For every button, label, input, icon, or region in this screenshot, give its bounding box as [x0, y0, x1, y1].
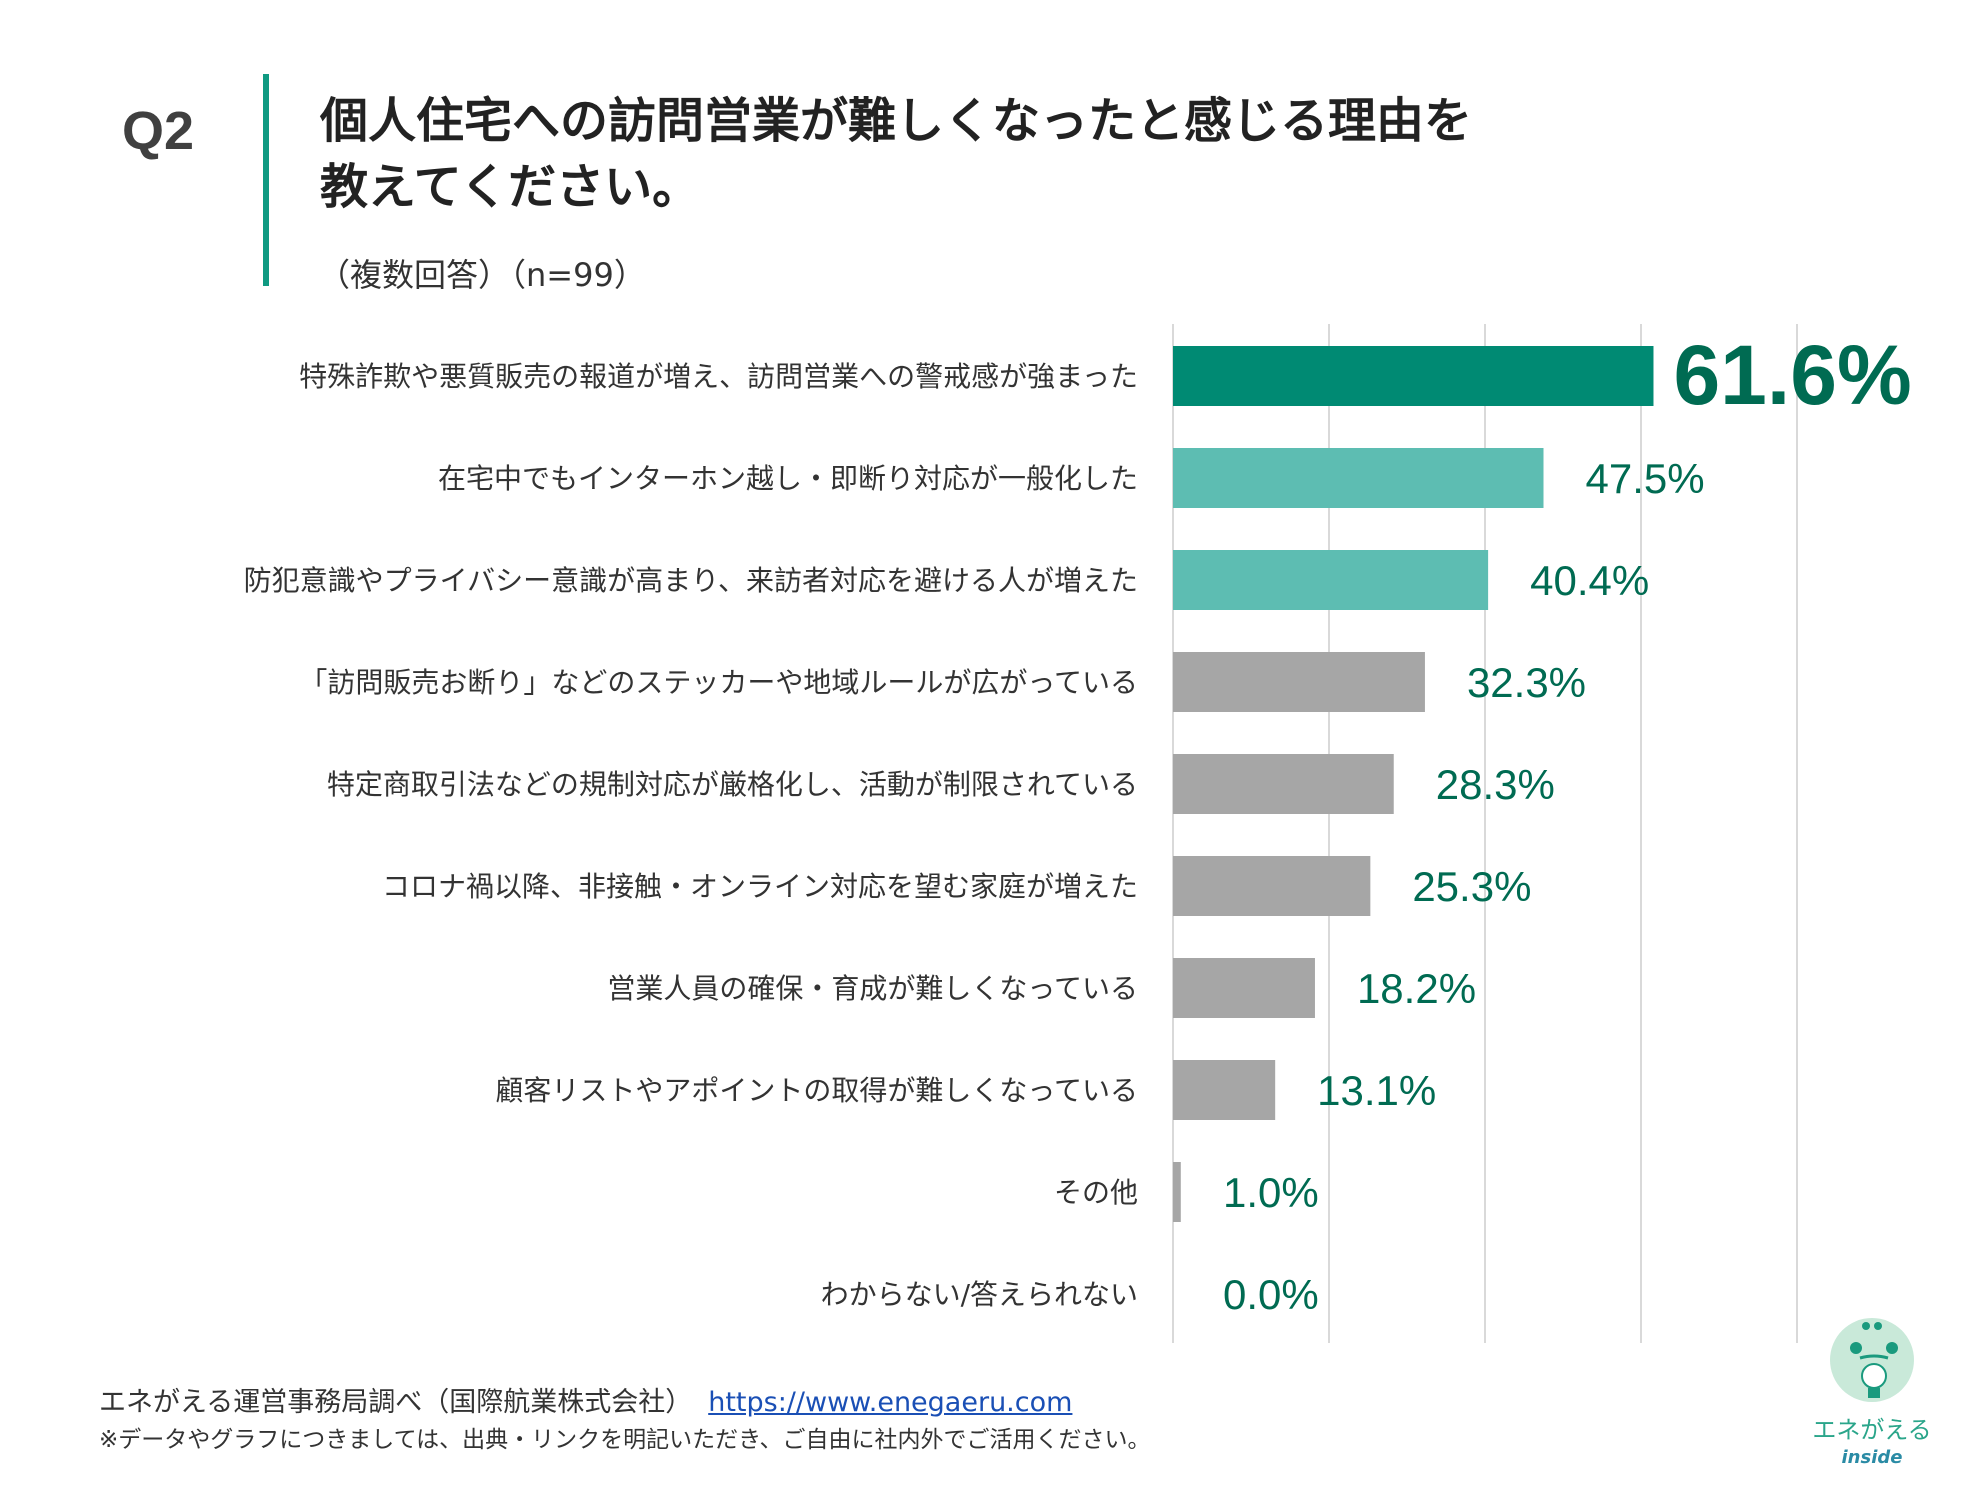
question-number: Q2 — [122, 101, 195, 161]
category-label: 特定商取引法などの規制対応が厳格化し、活動が制限されている — [327, 768, 1138, 801]
value-label: 61.6% — [1673, 328, 1911, 422]
category-label: コロナ禍以降、非接触・オンライン対応を望む家庭が増えた — [382, 870, 1138, 903]
bar — [1173, 1060, 1276, 1120]
source-note: エネがえる運営事務局調べ（国際航業株式会社） https://www.enegae… — [99, 1380, 1072, 1419]
category-label: 「訪問販売お断り」などのステッカーや地域ルールが広がっている — [299, 666, 1138, 699]
value-label: 40.4% — [1530, 557, 1649, 604]
value-label: 47.5% — [1586, 455, 1705, 502]
value-label: 18.2% — [1357, 965, 1476, 1012]
category-label: 営業人員の確保・育成が難しくなっている — [607, 972, 1138, 1005]
bar — [1173, 550, 1489, 610]
category-label: わからない/答えられない — [821, 1278, 1138, 1311]
category-label: 特殊詐欺や悪質販売の報道が増え、訪問営業への警戒感が強まった — [299, 360, 1138, 393]
category-label: 顧客リストやアポイントの取得が難しくなっている — [495, 1074, 1138, 1107]
bar — [1173, 346, 1654, 406]
usage-note: ※データやグラフにつきましては、出典・リンクを明記いただき、ご自由に社内外でご活… — [99, 1427, 1151, 1453]
source-text: エネがえる運営事務局調べ（国際航業株式会社） — [99, 1387, 693, 1418]
source-link[interactable]: https://www.enegaeru.com — [708, 1387, 1073, 1418]
title-line-1: 個人住宅への訪問営業が難しくなったと感じる理由を — [320, 93, 1473, 149]
bar — [1173, 652, 1425, 712]
value-label: 1.0% — [1223, 1169, 1319, 1216]
logo-text: エネがえる — [1812, 1416, 1931, 1444]
title-line-2: 教えてください。 — [320, 159, 701, 215]
bar — [1173, 754, 1394, 814]
value-label: 28.3% — [1436, 761, 1555, 808]
category-label: 防犯意識やプライバシー意識が高まり、来訪者対応を避ける人が増えた — [244, 564, 1138, 597]
title-divider — [263, 74, 269, 286]
value-label: 25.3% — [1412, 863, 1531, 910]
bar — [1173, 1162, 1181, 1222]
page-title: 個人住宅への訪問営業が難しくなったと感じる理由を 教えてください。 — [320, 88, 1472, 220]
bar — [1173, 448, 1544, 508]
value-label: 0.0% — [1223, 1271, 1319, 1318]
value-label: 32.3% — [1467, 659, 1586, 706]
logo-subtext: inside — [1842, 1447, 1903, 1468]
category-label: その他 — [1054, 1176, 1138, 1209]
bar — [1173, 856, 1371, 916]
bar — [1173, 958, 1315, 1018]
value-label: 13.1% — [1317, 1067, 1436, 1114]
category-label: 在宅中でもインターホン越し・即断り対応が一般化した — [438, 462, 1138, 495]
enegaeru-logo: エネがえる inside — [1812, 1318, 1932, 1468]
subtitle: （複数回答）（n=99） — [318, 256, 646, 294]
